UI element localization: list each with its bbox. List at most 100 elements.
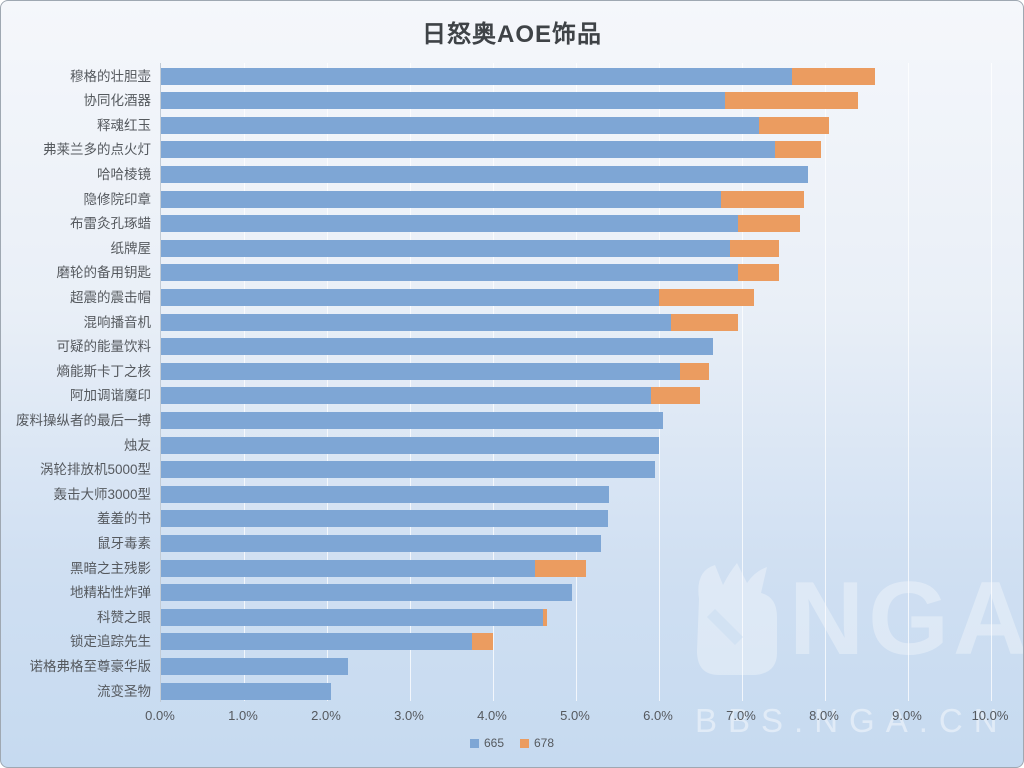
bar-segment-678	[650, 387, 701, 405]
bar-row	[161, 215, 801, 233]
legend-swatch-678	[520, 738, 529, 748]
bar-row	[161, 510, 608, 528]
category-label: 熵能斯卡丁之核	[56, 363, 152, 379]
bar-row	[161, 608, 547, 626]
bar-segment-678	[721, 190, 805, 208]
bar-row	[161, 67, 875, 85]
bar-row	[161, 190, 805, 208]
bar-segment-665	[161, 682, 332, 700]
bar-segment-665	[161, 67, 792, 85]
category-label: 协同化酒器	[83, 93, 152, 109]
category-label: 烛友	[124, 437, 151, 453]
legend-swatch-665	[469, 738, 479, 748]
x-tick-label: 9.0%	[892, 708, 922, 723]
bar-segment-678	[737, 264, 780, 282]
x-tick-label: 1.0%	[228, 708, 258, 723]
x-tick-label: 0.0%	[145, 708, 175, 723]
bar-segment-678	[791, 67, 875, 85]
x-tick-label: 6.0%	[643, 708, 673, 723]
bar-row	[161, 633, 493, 651]
category-label: 鼠牙毒素	[97, 535, 151, 551]
category-label: 羞羞的书	[97, 511, 151, 527]
bar-segment-678	[671, 313, 738, 331]
bar-row	[161, 559, 586, 577]
bar-row	[161, 338, 713, 356]
category-label: 科赞之眼	[97, 609, 151, 625]
bar-segment-678	[542, 608, 547, 626]
bar-row	[161, 657, 348, 675]
gridline	[825, 63, 826, 701]
bar-segment-665	[161, 584, 572, 602]
gridline	[742, 63, 743, 701]
bar-row	[161, 682, 332, 700]
legend-item-678: 678	[520, 736, 554, 750]
x-tick-label: 7.0%	[726, 708, 756, 723]
bar-segment-665	[161, 165, 809, 183]
x-tick-label: 4.0%	[477, 708, 507, 723]
category-label: 隐修院印章	[83, 191, 152, 207]
chart-title: 日怒奥AOE饰品	[421, 21, 602, 48]
bar-segment-665	[161, 657, 348, 675]
bar-segment-665	[161, 461, 655, 479]
plot-area	[161, 63, 992, 701]
bar-row	[161, 116, 830, 134]
bar-segment-665	[161, 313, 672, 331]
category-label: 黑暗之主残影	[70, 560, 151, 576]
bar-segment-678	[737, 215, 801, 233]
bar-segment-665	[161, 92, 726, 110]
bar-segment-678	[758, 116, 830, 134]
x-axis: 0.0% 1.0% 2.0% 3.0% 4.0% 5.0% 6.0% 7.0% 8.0% 9.0%…	[1, 708, 1023, 728]
category-label: 释魂红玉	[97, 117, 151, 133]
category-label: 流变圣物	[97, 683, 151, 699]
bar-row	[161, 387, 701, 405]
bar-row	[161, 485, 610, 503]
bar-segment-678	[534, 559, 586, 577]
category-label: 锁定追踪先生	[70, 634, 151, 650]
gridline	[991, 63, 992, 701]
bar-segment-665	[161, 534, 601, 552]
bar-segment-678	[659, 288, 755, 306]
bar-segment-665	[161, 141, 776, 159]
x-tick-label: 5.0%	[560, 708, 590, 723]
category-label: 诺格弗格至尊豪华版	[29, 658, 152, 674]
category-label: 穆格的壮胆壶	[70, 68, 151, 84]
bar-segment-665	[161, 559, 535, 577]
category-label: 弗莱兰多的点火灯	[43, 142, 151, 158]
bar-segment-665	[161, 633, 473, 651]
bar-segment-665	[161, 411, 664, 429]
bar-segment-665	[161, 264, 738, 282]
x-tick-label: 3.0%	[394, 708, 424, 723]
category-label: 哈哈棱镜	[97, 166, 151, 182]
bar-row	[161, 362, 709, 380]
bar-row	[161, 411, 664, 429]
bar-segment-678	[472, 633, 493, 651]
category-label: 轰击大师3000型	[53, 486, 151, 502]
bar-segment-665	[161, 485, 610, 503]
y-axis-line	[160, 63, 161, 702]
x-tick-label: 10.0%	[971, 708, 1009, 723]
bar-row	[161, 288, 755, 306]
bar-segment-678	[775, 141, 821, 159]
bar-segment-678	[725, 92, 859, 110]
category-label: 阿加调谐魔印	[70, 388, 151, 404]
bar-row	[161, 264, 780, 282]
category-label: 布雷灸孔琢蜡	[70, 216, 151, 232]
bar-row	[161, 436, 659, 454]
gridline	[327, 63, 328, 701]
bar-row	[161, 313, 738, 331]
gridline	[493, 63, 494, 701]
gridline	[908, 63, 909, 701]
legend-label-678: 678	[534, 736, 555, 750]
bar-row	[161, 141, 821, 159]
x-tick-label: 2.0%	[311, 708, 341, 723]
legend: 665 678	[1, 736, 1023, 750]
gridline	[659, 63, 660, 701]
bar-row	[161, 461, 655, 479]
bar-segment-665	[161, 338, 713, 356]
category-label: 涡轮排放机5000型	[39, 462, 151, 478]
category-label: 地精粘性炸弹	[70, 585, 151, 601]
bar-segment-665	[161, 116, 759, 134]
legend-item-665: 665	[469, 736, 504, 750]
bar-segment-665	[161, 436, 659, 454]
